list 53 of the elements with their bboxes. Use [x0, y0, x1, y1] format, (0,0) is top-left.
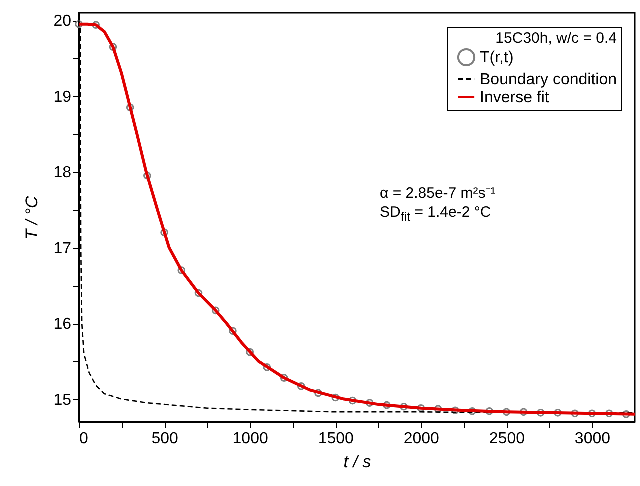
point — [229, 327, 237, 336]
point — [451, 406, 460, 415]
point — [92, 21, 100, 30]
point — [486, 407, 494, 416]
point — [348, 396, 357, 405]
x-tick-label: 2000 — [404, 430, 440, 448]
point — [109, 43, 118, 51]
point — [434, 405, 442, 414]
point — [366, 399, 374, 407]
y-axis-title: T / °C — [22, 195, 42, 240]
point — [520, 408, 528, 416]
point — [400, 402, 408, 411]
point — [332, 394, 340, 402]
y-tick-label: 17 — [54, 240, 72, 258]
point — [417, 404, 426, 412]
point — [571, 410, 580, 418]
legend-label: T(r,t) — [480, 50, 514, 66]
x-tick-label: 1000 — [232, 430, 268, 448]
x-tick-label: 0 — [80, 430, 88, 448]
point — [263, 364, 272, 372]
point — [554, 409, 562, 417]
point — [383, 401, 391, 410]
point — [75, 20, 83, 28]
point — [212, 306, 220, 315]
annotation: SD$_{fit}$ = 1.4e-2 °C — [380, 204, 492, 224]
point — [178, 266, 186, 274]
legend-label: Boundary condition — [480, 72, 617, 88]
y-tick-label: 19 — [54, 88, 72, 106]
point — [144, 172, 152, 180]
legend-title: 15C30h, w/c = 0.4 — [496, 30, 617, 47]
x-tick-label: 500 — [152, 430, 178, 448]
point — [246, 348, 254, 356]
y-tick-label: 15 — [54, 392, 72, 409]
point — [297, 382, 306, 390]
point — [160, 228, 168, 237]
legend-label: Inverse fit — [480, 90, 550, 106]
annotation: α = 2.85e-7 m²s⁻¹ — [380, 184, 496, 202]
x-tick-label: 3000 — [574, 430, 611, 448]
x-tick-label: 2500 — [489, 430, 526, 448]
y-tick-label: 16 — [54, 316, 72, 334]
x-tick-label: 1500 — [318, 430, 354, 448]
point — [536, 409, 545, 417]
y-tick-label: 18 — [54, 164, 72, 182]
point — [605, 410, 614, 418]
point — [194, 289, 203, 298]
point — [314, 389, 322, 398]
point — [588, 410, 596, 418]
point — [280, 374, 288, 382]
x-axis-title: t / s — [344, 452, 372, 472]
point — [468, 407, 476, 416]
point — [126, 104, 134, 112]
point — [502, 408, 511, 416]
y-tick-label: 20 — [54, 13, 72, 30]
